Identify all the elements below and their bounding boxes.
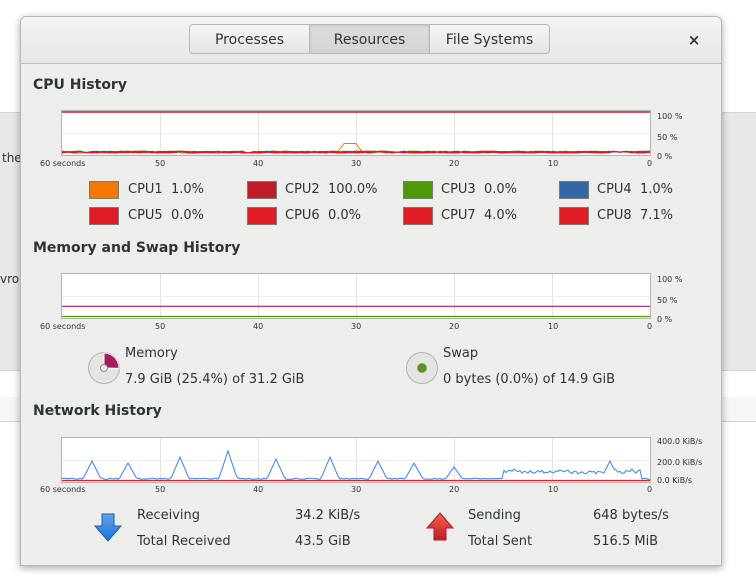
cpu4-name: CPU4 [597,182,632,197]
cpu-history-graph [61,110,651,156]
memory-x-tick: 60 seconds [40,322,86,331]
cpu1-label: CPU1 1.0% [128,182,204,197]
background-text: vroi [0,272,23,286]
swap-pie-icon[interactable] [405,351,439,385]
cpu7-label: CPU7 4.0% [441,208,517,223]
memory-x-tick: 0 [647,322,653,331]
memory-x-tick: 50 [155,322,166,331]
swap-value: 0 bytes (0.0%) of 14.9 GiB [443,372,615,387]
cpu3-label: CPU3 0.0% [441,182,517,197]
network-x-tick: 50 [155,485,166,494]
cpu6-color-swatch[interactable] [247,207,277,225]
cpu5-name: CPU5 [128,208,163,223]
cpu-history-title: CPU History [33,77,127,93]
network-y-tick: 200.0 KiB/s [657,458,703,467]
cpu1-color-swatch[interactable] [89,181,119,199]
total-received-label: Total Received [137,534,231,549]
total-sent-value: 516.5 MiB [593,534,659,549]
memory-y-tick: 100 % [657,275,683,284]
memory-x-tick: 30 [351,322,362,331]
cpu-x-tick: 10 [548,159,559,168]
memory-y-tick: 50 % [657,296,678,305]
cpu4-label: CPU4 1.0% [597,182,673,197]
cpu-x-tick: 30 [351,159,362,168]
cpu8-series-line [62,150,650,154]
total-sent-label: Total Sent [468,534,533,549]
network-x-tick: 0 [647,485,653,494]
cpu-x-tick: 60 seconds [40,159,86,168]
network-history-graph [61,437,651,483]
cpu-y-tick: 100 % [657,112,683,121]
cpu-y-tick: 50 % [657,133,678,142]
network-x-tick: 40 [253,485,264,494]
cpu7-name: CPU7 [441,208,476,223]
close-icon[interactable]: × [687,31,701,49]
receiving-value: 34.2 KiB/s [295,508,361,523]
cpu1-value: 1.0% [170,182,204,197]
cpu8-name: CPU8 [597,208,632,223]
cpu-x-tick: 20 [449,159,460,168]
sending-label: Sending [468,508,521,523]
upload-arrow-icon[interactable] [425,511,455,541]
network-x-tick: 20 [449,485,460,494]
memory-y-tick: 0 % [657,315,673,324]
system-monitor-window: Processes Resources File Systems × CPU H… [20,16,722,566]
sending-value: 648 bytes/s [593,508,669,523]
memory-label: Memory [125,346,178,361]
tab-file-systems[interactable]: File Systems [429,24,550,54]
cpu1-name: CPU1 [128,182,163,197]
cpu-history-plot [62,111,650,155]
cpu5-color-swatch[interactable] [89,207,119,225]
cpu5-label: CPU5 0.0% [128,208,204,223]
network-x-tick: 60 seconds [40,485,86,494]
cpu2-label: CPU2 100.0% [285,182,378,197]
cpu2-value: 100.0% [327,182,378,197]
receiving-label: Receiving [137,508,201,523]
receiving-series-line [62,449,650,480]
cpu7-color-swatch[interactable] [403,207,433,225]
cpu8-value: 7.1% [639,208,673,223]
network-y-tick: 0.0 KiB/s [657,476,693,485]
cpu8-label: CPU8 7.1% [597,208,673,223]
cpu3-value: 0.0% [483,182,517,197]
cpu4-value: 1.0% [639,182,673,197]
memory-x-tick: 40 [253,322,264,331]
cpu-x-tick: 0 [647,159,653,168]
view-switcher: Processes Resources File Systems [189,24,550,56]
cpu6-label: CPU6 0.0% [285,208,361,223]
header-bar: Processes Resources File Systems × [21,17,721,64]
cpu2-color-swatch[interactable] [247,181,277,199]
memory-x-tick: 10 [548,322,559,331]
memory-history-graph [61,273,651,319]
network-history-title: Network History [33,403,162,419]
network-y-tick: 400.0 KiB/s [657,437,703,446]
cpu2-name: CPU2 [285,182,320,197]
cpu5-value: 0.0% [170,208,204,223]
memory-history-plot [62,274,650,318]
cpu3-name: CPU3 [441,182,476,197]
cpu6-name: CPU6 [285,208,320,223]
network-x-tick: 10 [548,485,559,494]
memory-value: 7.9 GiB (25.4%) of 31.2 GiB [125,372,305,387]
network-history-plot [62,438,650,482]
memory-history-title: Memory and Swap History [33,240,241,256]
network-x-tick: 30 [351,485,362,494]
swap-label: Swap [443,346,479,361]
tab-resources[interactable]: Resources [309,24,430,54]
cpu-x-tick: 40 [253,159,264,168]
total-received-value: 43.5 GiB [295,534,351,549]
memory-x-tick: 20 [449,322,460,331]
cpu7-value: 4.0% [483,208,517,223]
cpu-x-tick: 50 [155,159,166,168]
memory-pie-icon[interactable] [87,351,121,385]
cpu-y-tick: 0 % [657,152,673,161]
tab-processes[interactable]: Processes [189,24,310,54]
cpu8-color-swatch[interactable] [559,207,589,225]
cpu6-value: 0.0% [327,208,361,223]
background-text: the [2,151,22,165]
cpu3-color-swatch[interactable] [403,181,433,199]
download-arrow-icon[interactable] [93,513,123,543]
cpu4-color-swatch[interactable] [559,181,589,199]
